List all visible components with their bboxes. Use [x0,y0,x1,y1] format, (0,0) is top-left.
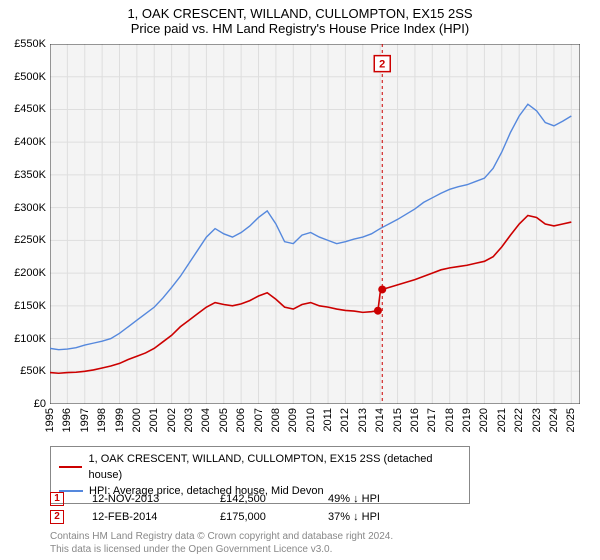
footer-line-1: Contains HM Land Registry data © Crown c… [50,530,393,543]
y-tick-label: £250K [14,234,46,246]
x-tick-label: 1997 [79,408,91,432]
y-tick-label: £50K [20,365,46,377]
y-tick-label: £400K [14,136,46,148]
footer-line-2: This data is licensed under the Open Gov… [50,543,393,556]
sale-row: 1 12-NOV-2013 £142,500 49% ↓ HPI [50,490,380,508]
x-tick-label: 2001 [148,408,160,432]
x-tick-label: 2014 [374,408,386,432]
sales-table: 1 12-NOV-2013 £142,500 49% ↓ HPI 2 12-FEB-201… [50,490,380,526]
chart-container: 1, OAK CRESCENT, WILLAND, CULLOMPTON, EX… [0,0,600,560]
y-tick-label: £550K [14,38,46,50]
x-tick-label: 1995 [44,408,56,432]
x-tick-label: 2003 [183,408,195,432]
x-tick-label: 2017 [426,408,438,432]
y-tick-label: £150K [14,300,46,312]
legend-label: 1, OAK CRESCENT, WILLAND, CULLOMPTON, EX… [88,451,461,483]
y-tick-label: £300K [14,202,46,214]
x-tick-label: 2015 [392,408,404,432]
y-tick-label: £450K [14,103,46,115]
y-tick-label: £200K [14,267,46,279]
y-tick-label: £350K [14,169,46,181]
sale-marker-icon: 1 [50,492,64,506]
x-tick-label: 2005 [218,408,230,432]
legend-swatch [59,466,82,468]
x-tick-label: 2012 [339,408,351,432]
x-tick-label: 2024 [548,408,560,432]
x-tick-label: 2002 [166,408,178,432]
x-tick-label: 2021 [496,408,508,432]
sale-price: £175,000 [220,508,300,526]
sale-date: 12-FEB-2014 [92,508,192,526]
x-tick-label: 2004 [200,408,212,432]
x-tick-label: 2016 [409,408,421,432]
chart-subtitle: Price paid vs. HM Land Registry's House … [0,21,600,36]
x-tick-label: 2008 [270,408,282,432]
footer-attribution: Contains HM Land Registry data © Crown c… [50,530,393,556]
x-tick-label: 2011 [322,408,334,432]
sale-price: £142,500 [220,490,300,508]
x-tick-label: 1998 [96,408,108,432]
x-tick-label: 1996 [61,408,73,432]
x-tick-label: 2025 [565,408,577,432]
x-tick-label: 2020 [478,408,490,432]
y-tick-label: £500K [14,71,46,83]
plot-area: 2 £0£50K£100K£150K£200K£250K£300K£350K£4… [50,44,580,404]
y-tick-label: £100K [14,333,46,345]
sale-row: 2 12-FEB-2014 £175,000 37% ↓ HPI [50,508,380,526]
title-block: 1, OAK CRESCENT, WILLAND, CULLOMPTON, EX… [0,0,600,36]
x-tick-label: 2023 [531,408,543,432]
legend-row: 1, OAK CRESCENT, WILLAND, CULLOMPTON, EX… [59,451,461,483]
x-tick-label: 2007 [253,408,265,432]
x-tick-label: 2000 [131,408,143,432]
x-tick-label: 2018 [444,408,456,432]
x-tick-label: 2013 [357,408,369,432]
chart-svg: 2 [50,44,580,404]
x-tick-label: 2019 [461,408,473,432]
chart-title: 1, OAK CRESCENT, WILLAND, CULLOMPTON, EX… [0,6,600,21]
sale-vs-hpi: 37% ↓ HPI [328,508,380,526]
sale-marker-icon: 2 [50,510,64,524]
x-tick-label: 2006 [235,408,247,432]
x-tick-label: 2022 [513,408,525,432]
x-tick-label: 1999 [114,408,126,432]
sale-vs-hpi: 49% ↓ HPI [328,490,380,508]
x-tick-label: 2010 [305,408,317,432]
svg-text:2: 2 [379,59,385,71]
sale-date: 12-NOV-2013 [92,490,192,508]
x-tick-label: 2009 [287,408,299,432]
